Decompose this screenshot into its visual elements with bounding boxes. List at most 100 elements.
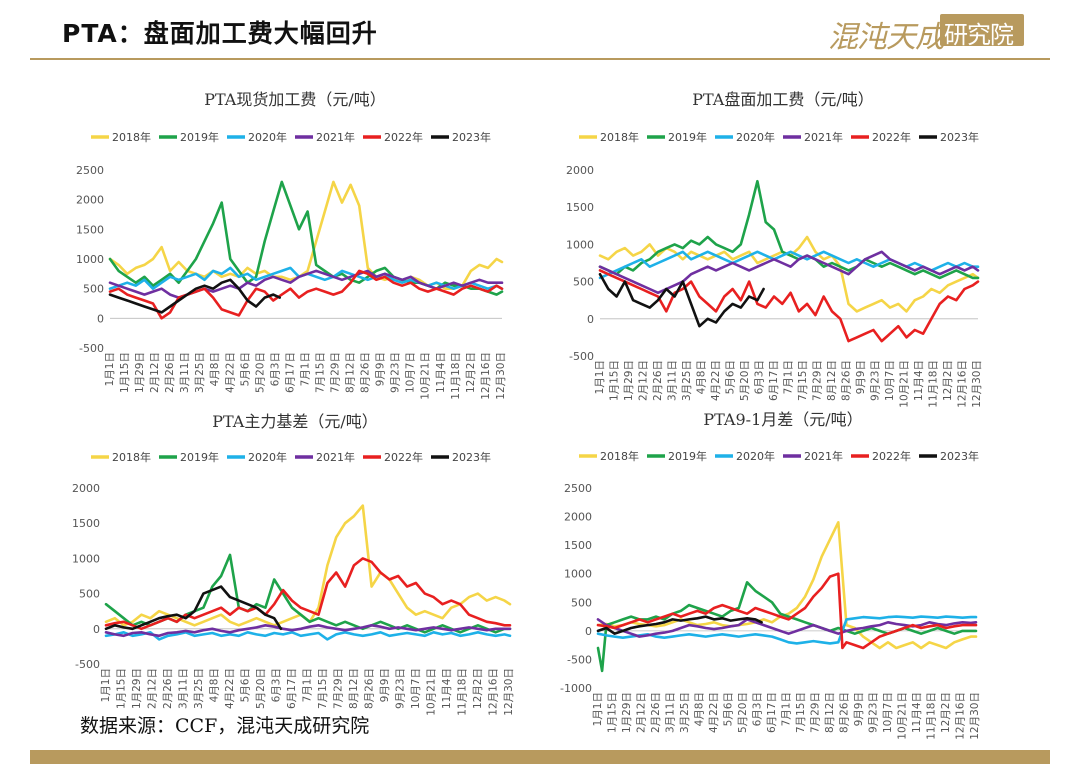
x-tick-label: 6月3日 [269,352,281,386]
legend-label: 2019年 [668,449,707,463]
x-tick-label: 12月2日 [472,668,484,709]
x-tick-label: 3月25日 [681,360,693,401]
series-line-2023 [598,272,765,328]
legend-item: 2021年 [783,449,843,463]
x-tick-label: 7月15日 [795,692,807,733]
x-tick-label: 10月21日 [898,360,910,408]
legend-item: 2022年 [363,130,423,144]
legend-label: 2018年 [600,449,639,463]
y-tick-label: -500 [75,658,100,671]
x-tick-label: 8月26日 [360,352,372,393]
legend-label: 2022年 [872,130,911,144]
x-tick-label: 12月16日 [487,668,499,716]
x-tick-label: 12月30日 [971,360,983,408]
x-tick-label: 11月4日 [913,360,925,401]
chart-futures-processing-fee: PTA盘面加工费（元/吨） 2018年 2019年 2020年 2021年 2022年 20… [566,90,983,408]
y-tick-label: 1000 [72,552,100,565]
legend-item: 2018年 [579,130,639,144]
series-line-2021 [108,269,504,299]
x-tick-label: 12月16日 [480,352,492,400]
x-tick-label: 4月8日 [695,360,707,394]
x-tick-label: 10月7日 [884,360,896,401]
series-line-2020 [104,631,512,641]
x-tick-label: 4月22日 [224,668,236,709]
x-tick-label: 8月12日 [348,668,360,709]
x-tick-label: 12月30日 [495,352,507,400]
x-tick-label: 8月26日 [838,692,850,733]
x-tick-label: 9月23日 [394,668,406,709]
legend-label: 2021年 [316,450,355,464]
x-tick-label: 6月17日 [286,668,298,709]
y-tick-label: 1500 [76,223,104,236]
x-tick-label: 9月23日 [390,352,402,393]
legend-label: 2019年 [180,450,219,464]
x-tick-label: 12月2日 [940,692,952,733]
x-tick-label: 7月15日 [314,352,326,393]
chart-main-basis: PTA主力基差（元/吨） 2018年 2019年 2020年 2021年 2022年 202… [72,412,515,716]
legend-item: 2022年 [363,450,423,464]
x-tick-label: 4月22日 [708,692,720,733]
y-tick-label: 2000 [76,194,104,207]
series-line-2023 [104,585,283,631]
legend-item: 2020年 [715,130,775,144]
x-tick-label: 11月18日 [450,352,462,400]
x-tick-label: 10月21日 [896,692,908,740]
x-tick-label: 2月12日 [146,668,158,709]
series-line-2019 [598,179,980,280]
x-tick-label: 3月25日 [193,668,205,709]
x-tick-label: 11月4日 [435,352,447,393]
legend-item: 2022年 [851,449,911,463]
x-tick-label: 7月29日 [330,352,342,393]
x-tick-label: 1月1日 [100,668,112,702]
legend-label: 2018年 [600,130,639,144]
y-tick-label: 0 [585,625,592,638]
x-tick-label: 7月29日 [332,668,344,709]
x-tick-label: 3月11日 [179,352,191,393]
legend-label: 2021年 [804,449,843,463]
y-tick-label: 2000 [72,482,100,495]
x-tick-label: 10月7日 [405,352,417,393]
x-tick-label: 6月17日 [766,692,778,733]
chart-title: PTA主力基差（元/吨） [212,412,378,431]
x-tick-label: 6月17日 [768,360,780,401]
x-tick-label: 7月1日 [299,352,311,386]
x-tick-label: 1月1日 [104,352,116,386]
legend-item: 2021年 [295,130,355,144]
legend-item: 2018年 [91,450,151,464]
legend-label: 2020年 [736,449,775,463]
x-tick-label: 6月3日 [753,360,765,394]
legend-item: 2020年 [227,130,287,144]
x-tick-label: 1月29日 [134,352,146,393]
x-tick-label: 9月9日 [853,692,865,726]
x-tick-label: 2月12日 [637,360,649,401]
series-line-2019 [104,553,512,634]
x-tick-label: 8月26日 [840,360,852,401]
legend-label: 2018年 [112,130,151,144]
x-tick-label: 12月30日 [503,668,515,716]
legend-item: 2021年 [783,130,843,144]
legend-label: 2020年 [248,450,287,464]
legend-item: 2023年 [919,449,979,463]
series-line-2018 [104,504,512,627]
x-tick-label: 9月23日 [869,360,881,401]
x-tick-label: 4月8日 [693,692,705,726]
x-tick-label: 5月20日 [254,352,266,393]
legend-label: 2019年 [668,130,707,144]
x-tick-label: 6月3日 [270,668,282,702]
footer-bar [30,750,1050,764]
x-tick-label: 3月25日 [679,692,691,733]
x-tick-label: 7月1日 [301,668,313,702]
x-tick-label: 12月16日 [956,360,968,408]
series-line-2022 [104,557,512,631]
series-line-2023 [108,278,281,314]
x-tick-label: 7月15日 [797,360,809,401]
chart-title: PTA现货加工费（元/吨） [204,90,386,109]
x-tick-label: 10月21日 [425,668,437,716]
y-tick-label: -1000 [560,682,592,695]
x-tick-label: 11月18日 [927,360,939,408]
legend-label: 2023年 [940,130,979,144]
x-tick-label: 1月15日 [115,668,127,709]
series-line-2023 [596,615,763,635]
legend-item: 2023年 [919,130,979,144]
x-tick-label: 8月12日 [345,352,357,393]
